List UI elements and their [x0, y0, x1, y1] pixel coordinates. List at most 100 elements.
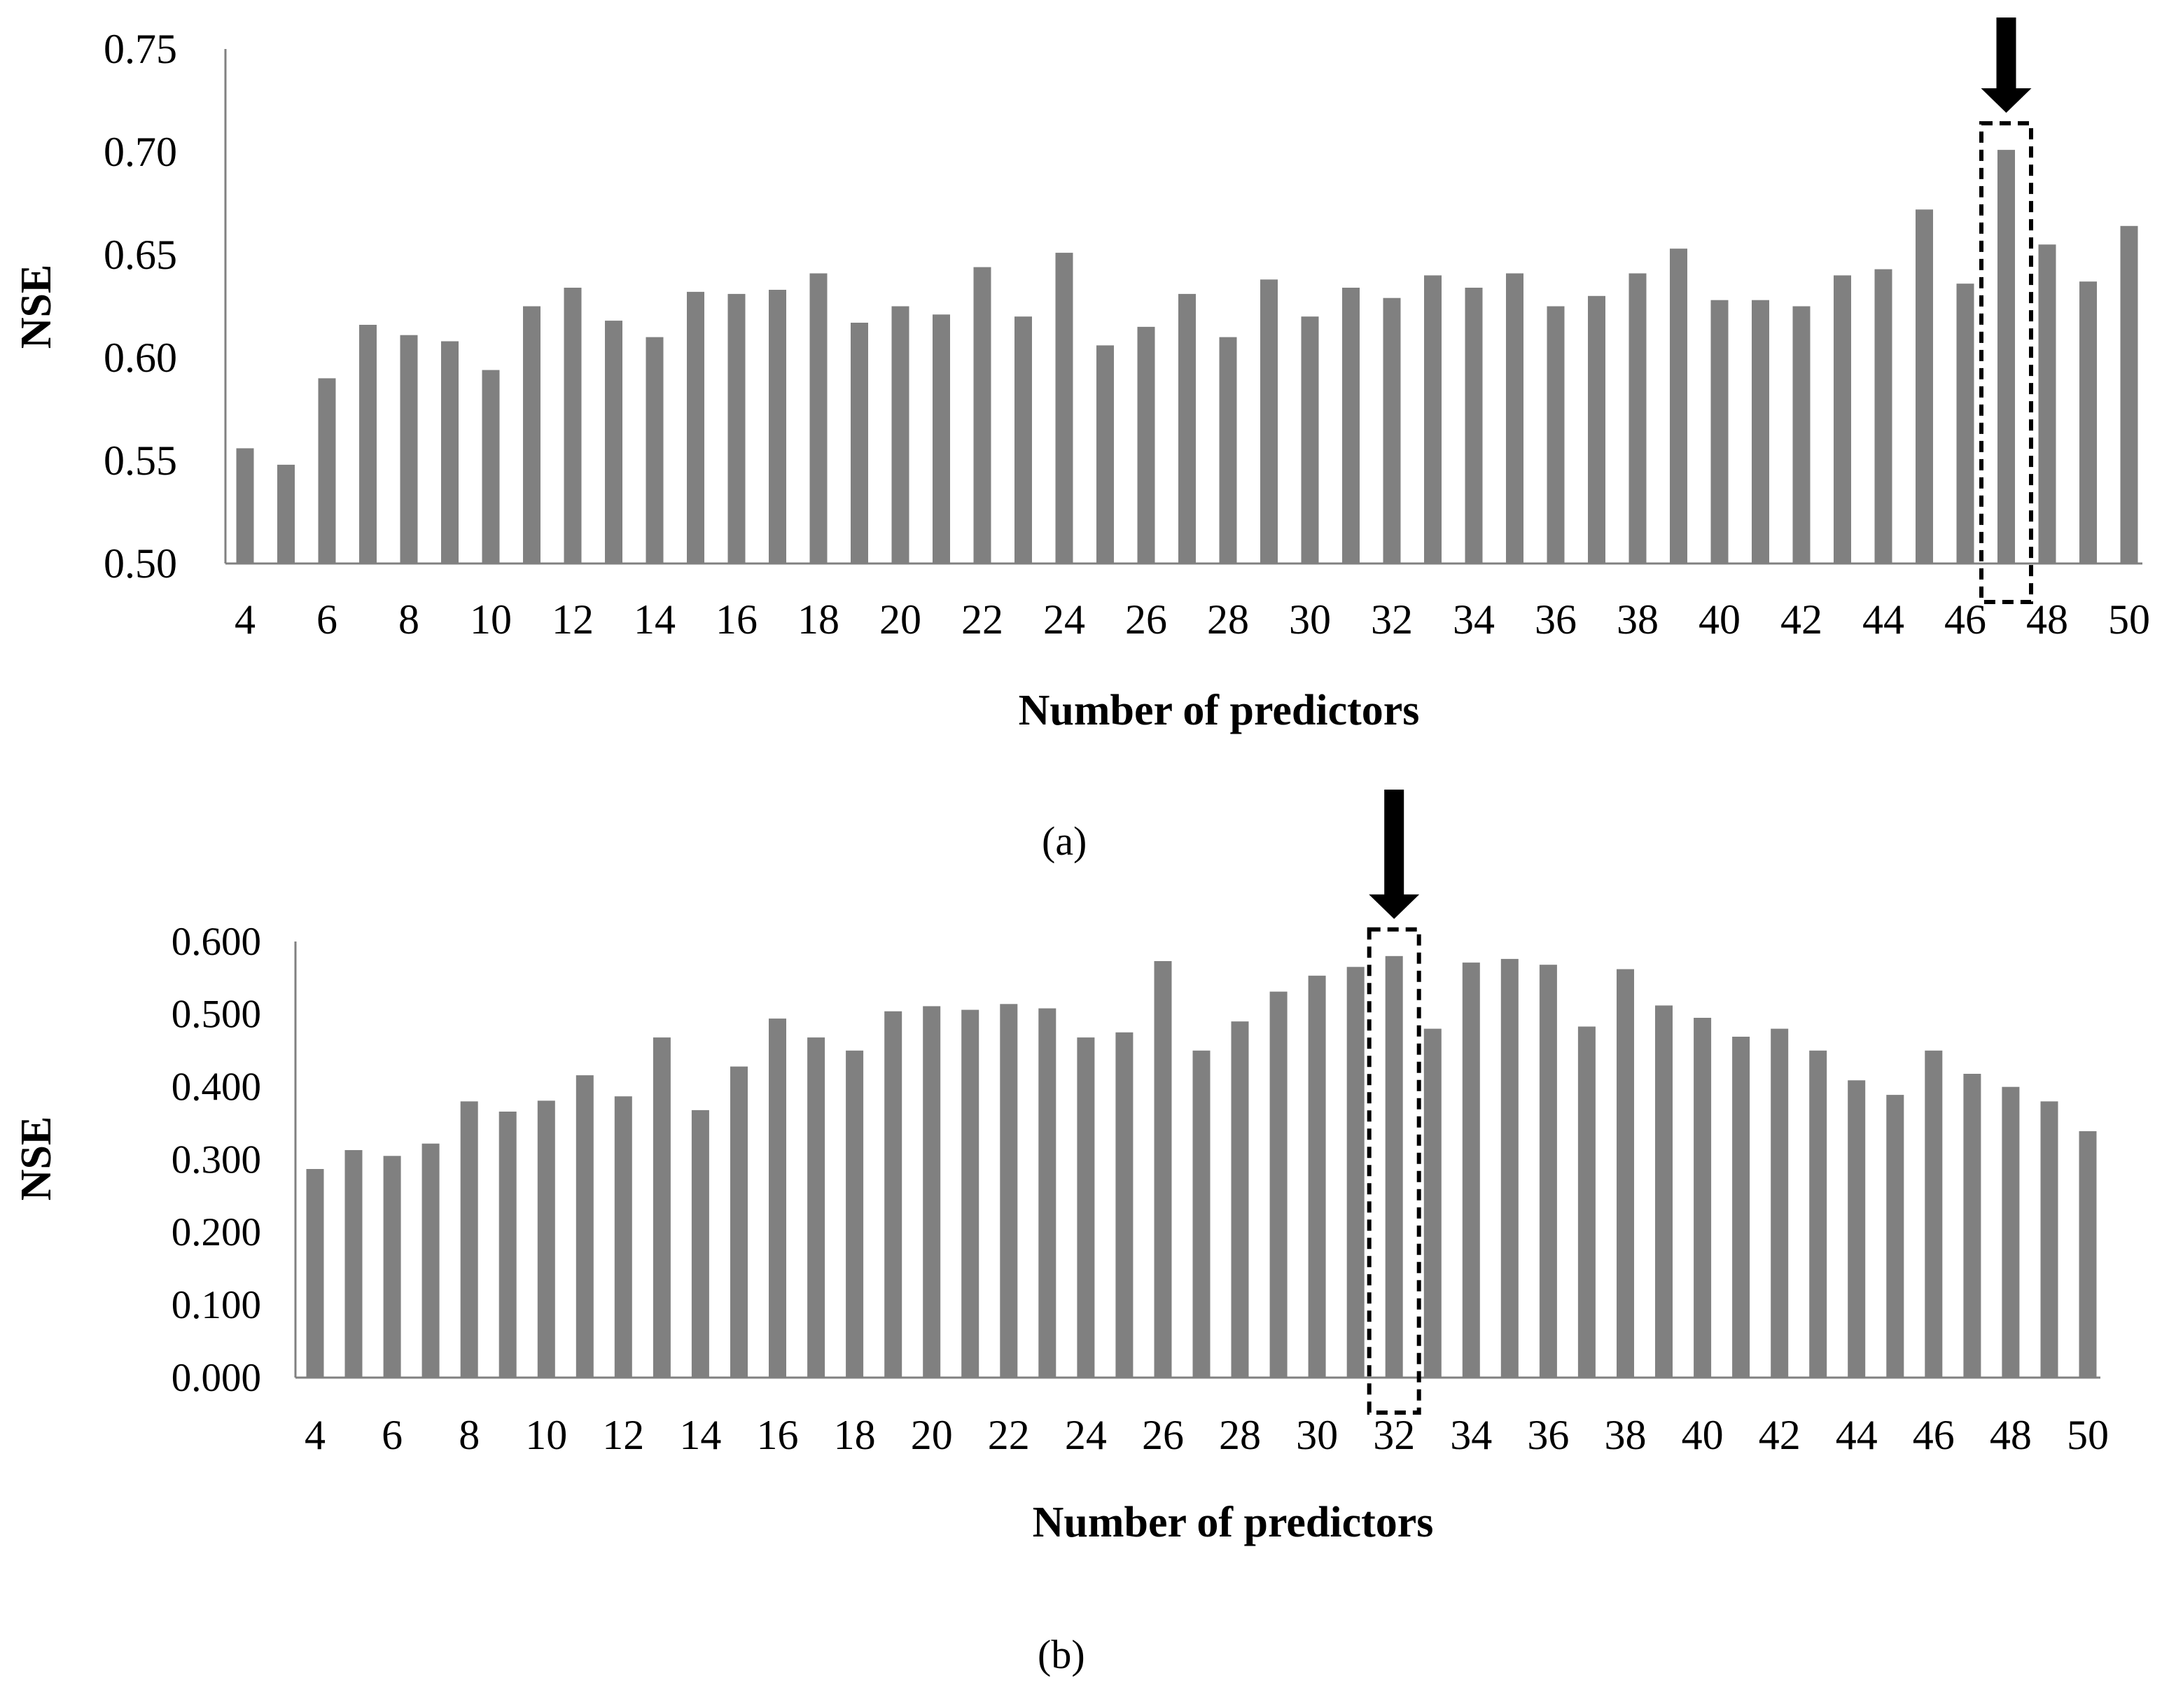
y-tick-label: 0.60: [104, 335, 177, 381]
y-tick-label: 0.000: [172, 1356, 261, 1400]
bar-19: [884, 1011, 902, 1378]
x-tick-label: 46: [1913, 1412, 1955, 1458]
bar-38: [1617, 969, 1634, 1378]
y-tick-label: 0.300: [172, 1138, 261, 1182]
bar-13: [605, 321, 622, 564]
bar-23: [1038, 1008, 1056, 1378]
bar-28: [1231, 1021, 1249, 1378]
y-tick-label: 0.65: [104, 232, 177, 278]
bar-27: [1192, 1050, 1211, 1378]
bar-45: [1886, 1095, 1904, 1378]
x-tick-label: 40: [1682, 1412, 1724, 1458]
bar-50: [2120, 225, 2138, 564]
bar-41: [1732, 1037, 1750, 1378]
bar-33: [1423, 1028, 1442, 1378]
chart-panel-a: 0.500.550.600.650.700.754 6 8 10 12 14 16 18 20 2…: [13, 18, 2150, 734]
y-tick-label: 0.100: [172, 1283, 261, 1327]
bar-40: [1710, 300, 1729, 564]
bar-18: [809, 273, 828, 564]
bar-32: [1385, 955, 1403, 1378]
x-tick-label: 34: [1450, 1412, 1492, 1458]
bar-46: [1925, 1050, 1943, 1378]
bar-49: [2079, 281, 2097, 564]
bar-32: [1383, 298, 1401, 564]
bar-29: [1260, 279, 1278, 564]
bar-46: [1956, 284, 1974, 564]
bar-11: [523, 306, 540, 564]
x-tick-label: 14: [634, 596, 676, 643]
bar-27: [1178, 293, 1196, 564]
x-tick-label: 34: [1453, 596, 1495, 643]
x-tick-label: 32: [1373, 1412, 1415, 1458]
bar-9: [441, 341, 459, 564]
bar-17: [807, 1037, 825, 1378]
down-arrow-icon: [1981, 18, 2032, 113]
x-tick-label: 28: [1219, 1412, 1261, 1458]
bar-12: [564, 288, 582, 564]
highlight-box: [1367, 927, 1421, 1415]
x-tick-label: 8: [459, 1412, 480, 1458]
y-tick-label: 0.55: [104, 438, 177, 484]
x-tick-label: 12: [552, 596, 594, 643]
x-tick-label: 38: [1605, 1412, 1647, 1458]
bar-36: [1547, 306, 1565, 564]
bar-37: [1577, 1026, 1596, 1378]
bar-15: [687, 291, 704, 564]
bar-35: [1506, 273, 1523, 564]
y-tick-label: 0.200: [172, 1210, 261, 1254]
bar-48: [2038, 244, 2056, 564]
bar-8: [460, 1101, 478, 1378]
x-tick-label: 20: [911, 1412, 953, 1458]
bar-38: [1629, 273, 1647, 564]
x-tick-label: 18: [834, 1412, 876, 1458]
bar-18: [846, 1050, 864, 1378]
bar-48: [2002, 1086, 2020, 1378]
y-tick-label: 0.400: [172, 1065, 261, 1110]
x-tick-label: 36: [1535, 596, 1577, 643]
bar-43: [1809, 1050, 1827, 1378]
bar-28: [1219, 337, 1237, 564]
x-tick-label: 10: [525, 1412, 567, 1458]
x-tick-label: 22: [988, 1412, 1030, 1458]
bar-5: [277, 464, 295, 564]
y-tick-label: 0.50: [104, 540, 177, 587]
y-tick-label: 0.500: [172, 993, 261, 1037]
bar-13: [653, 1037, 671, 1378]
bar-15: [730, 1066, 748, 1378]
bar-30: [1301, 316, 1319, 564]
x-tick-label: 38: [1617, 596, 1659, 643]
bar-39: [1655, 1005, 1673, 1378]
x-tick-label: 28: [1207, 596, 1249, 643]
highlight-box: [1979, 121, 2033, 605]
x-tick-label: 6: [316, 596, 337, 643]
x-tick-label: 46: [1944, 596, 1986, 643]
bar-24: [1055, 253, 1073, 564]
bar-42: [1771, 1028, 1789, 1378]
bar-29: [1269, 991, 1288, 1378]
x-tick-label: 44: [1836, 1412, 1878, 1458]
x-tick-label: 8: [398, 596, 419, 643]
x-tick-label: 26: [1142, 1412, 1184, 1458]
bar-33: [1424, 275, 1442, 564]
bar-47: [1963, 1074, 1981, 1378]
bar-40: [1694, 1018, 1712, 1378]
x-tick-label: 24: [1065, 1412, 1107, 1458]
x-tick-label: 50: [2067, 1412, 2109, 1458]
x-tick-label: 6: [382, 1412, 403, 1458]
x-tick-label: 4: [305, 1412, 326, 1458]
x-axis-title: Number of predictors: [1033, 1499, 1434, 1546]
bar-23: [1014, 316, 1032, 564]
bar-7: [359, 325, 377, 564]
bar-50: [2079, 1131, 2097, 1378]
x-tick-label: 42: [1780, 596, 1822, 643]
bar-41: [1752, 300, 1769, 564]
bar-16: [727, 293, 746, 564]
bar-4: [236, 448, 254, 564]
x-tick-label: 26: [1125, 596, 1167, 643]
bar-24: [1077, 1037, 1095, 1378]
bar-9: [498, 1112, 517, 1378]
bar-14: [691, 1110, 709, 1378]
y-tick-label: 0.75: [104, 26, 177, 72]
